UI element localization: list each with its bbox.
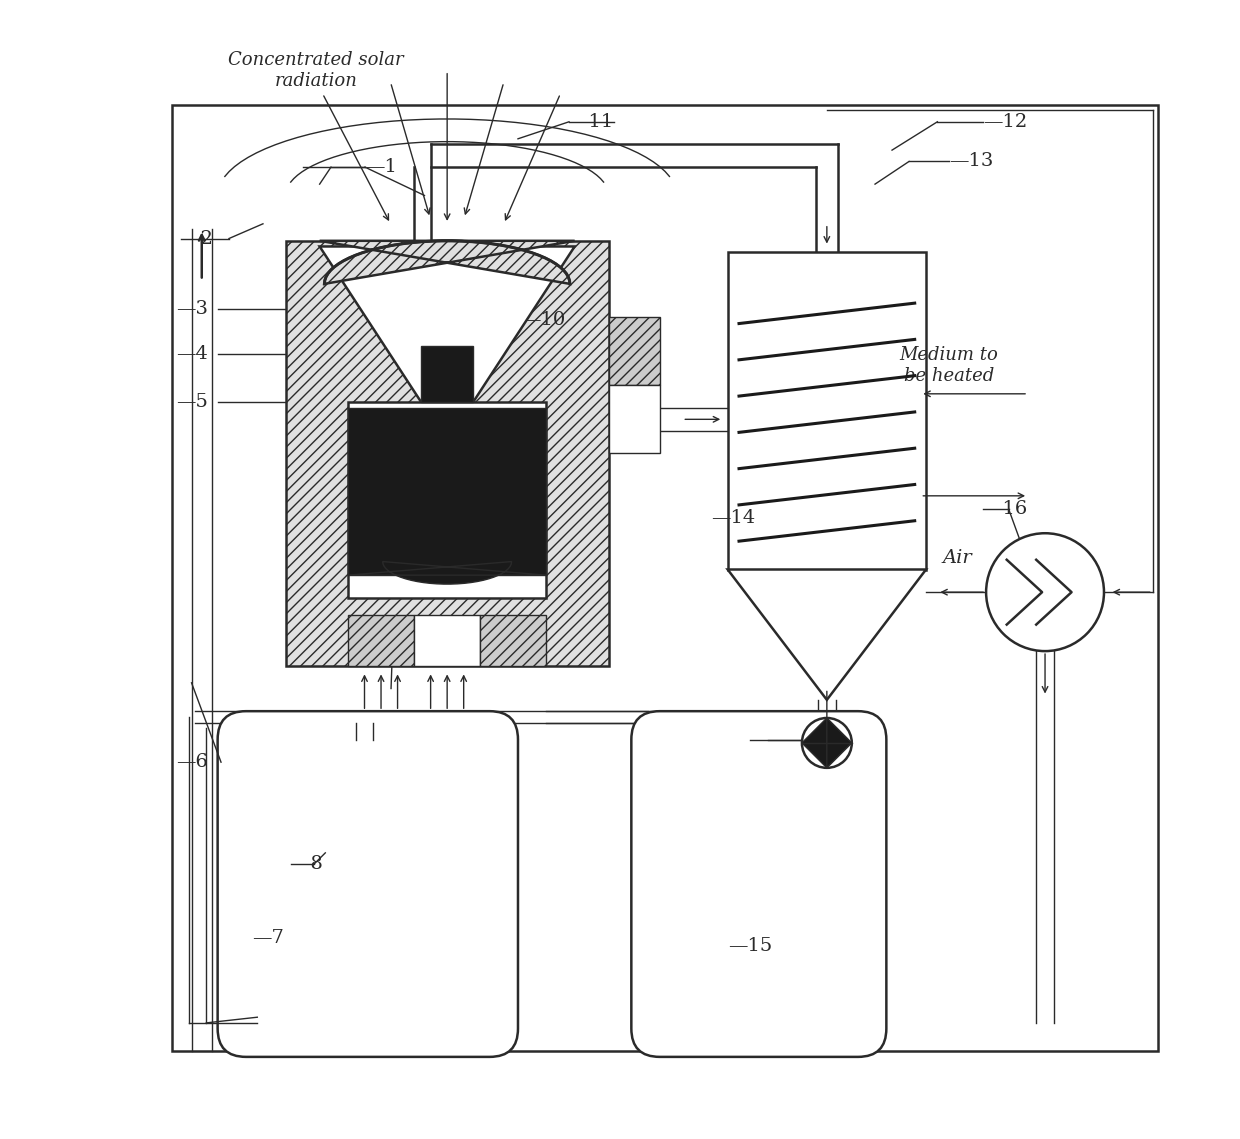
Bar	[285, 240, 609, 666]
Text: Concentrated solar
radiation: Concentrated solar radiation	[228, 51, 404, 90]
Text: —1: —1	[365, 158, 397, 177]
Text: —8: —8	[291, 855, 324, 874]
Polygon shape	[348, 562, 547, 584]
Text: —13: —13	[949, 153, 993, 171]
Bar	[609, 318, 660, 385]
Polygon shape	[348, 402, 547, 598]
Polygon shape	[320, 246, 574, 402]
Text: —2: —2	[181, 230, 213, 247]
Text: —7: —7	[252, 929, 284, 947]
Text: —9: —9	[404, 617, 436, 636]
Text: —5: —5	[176, 393, 207, 411]
Text: —14: —14	[711, 509, 755, 527]
Bar	[414, 615, 480, 666]
Bar	[172, 105, 1158, 1051]
Bar	[348, 408, 547, 575]
Text: —3: —3	[176, 300, 207, 318]
Bar	[348, 615, 414, 666]
Text: —10: —10	[521, 311, 565, 329]
FancyBboxPatch shape	[631, 711, 887, 1057]
Text: —15: —15	[728, 936, 773, 954]
Circle shape	[802, 718, 852, 768]
Bar	[609, 385, 660, 453]
Bar	[480, 615, 547, 666]
Text: —11: —11	[569, 113, 614, 131]
Text: Medium to
be heated: Medium to be heated	[899, 346, 998, 385]
Bar	[422, 345, 472, 402]
Text: —12: —12	[983, 113, 1027, 131]
Polygon shape	[728, 570, 926, 699]
Circle shape	[986, 533, 1104, 652]
Text: —6: —6	[176, 753, 207, 771]
Bar	[728, 252, 926, 570]
Polygon shape	[802, 718, 827, 768]
Polygon shape	[827, 718, 852, 768]
Text: Air: Air	[942, 549, 972, 567]
FancyBboxPatch shape	[218, 711, 518, 1057]
Text: —4: —4	[176, 345, 207, 363]
Text: —16: —16	[983, 500, 1027, 518]
Polygon shape	[320, 240, 574, 284]
